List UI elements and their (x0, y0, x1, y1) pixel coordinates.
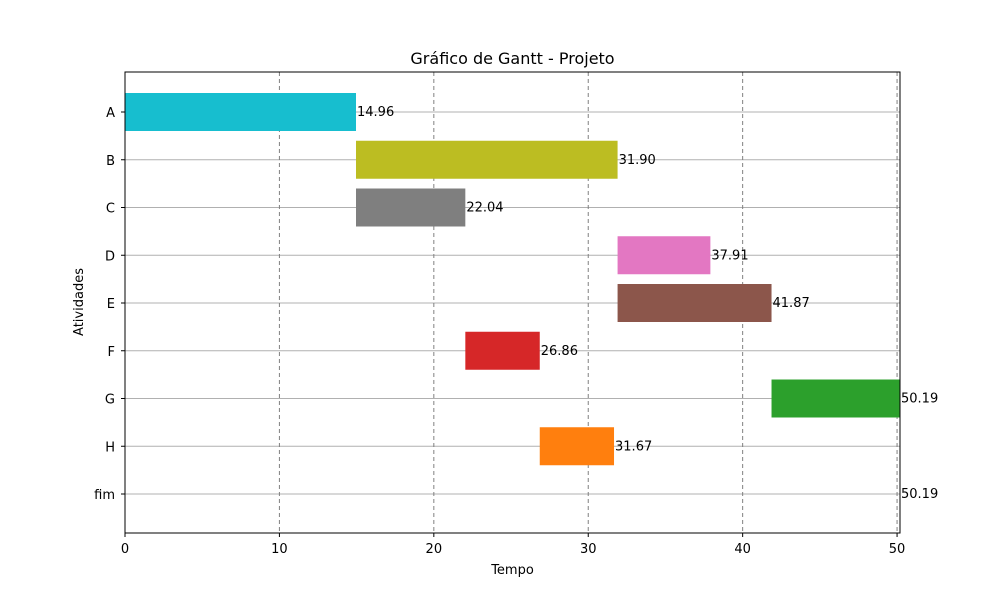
bar-value-label: 37.91 (711, 248, 748, 263)
x-axis-label: Tempo (490, 563, 534, 578)
y-tick-label: F (108, 345, 115, 360)
gantt-bar-H (539, 427, 615, 466)
bar-value-label: 50.19 (901, 392, 938, 407)
x-tick-label: 20 (426, 542, 443, 557)
gantt-bar-B (356, 140, 618, 179)
bar-value-label: 22.04 (466, 201, 503, 216)
gantt-bar-F (465, 331, 540, 370)
y-tick-label: B (106, 154, 115, 169)
bar-value-label: 31.67 (615, 439, 652, 454)
bar-value-label: 26.86 (541, 344, 578, 359)
y-tick-label: C (106, 202, 115, 217)
y-tick-label: fim (94, 488, 115, 503)
x-tick-label: 40 (734, 542, 751, 557)
gantt-bar-A (125, 93, 357, 131)
x-axis-ticks: 0 10 20 30 40 50 (121, 533, 905, 557)
y-tick-label: H (105, 440, 115, 455)
y-tick-label: E (107, 297, 115, 312)
y-tick-label: G (105, 393, 115, 408)
bar-value-label: 50.19 (901, 487, 938, 502)
y-tick-label: A (106, 106, 115, 121)
bars-layer (125, 93, 900, 466)
bar-value-label: 14.96 (357, 105, 394, 120)
chart-title: Gráfico de Gantt - Projeto (410, 49, 614, 68)
y-axis-label: Atividades (72, 268, 87, 336)
bar-value-label: 41.87 (773, 296, 810, 311)
bar-value-label: 31.90 (619, 153, 656, 168)
gantt-bar-D (617, 236, 711, 275)
gantt-bar-E (617, 284, 772, 322)
x-tick-label: 10 (271, 542, 288, 557)
x-tick-label: 30 (580, 542, 597, 557)
x-tick-label: 0 (121, 542, 129, 557)
x-tick-label: 50 (889, 542, 906, 557)
gantt-bar-G (771, 379, 900, 418)
y-tick-label: D (105, 249, 115, 264)
bar-labels-layer: 14.96 31.90 22.04 37.91 41.87 26.86 50.19 31.67… (357, 105, 938, 502)
gantt-bar-C (356, 188, 466, 227)
